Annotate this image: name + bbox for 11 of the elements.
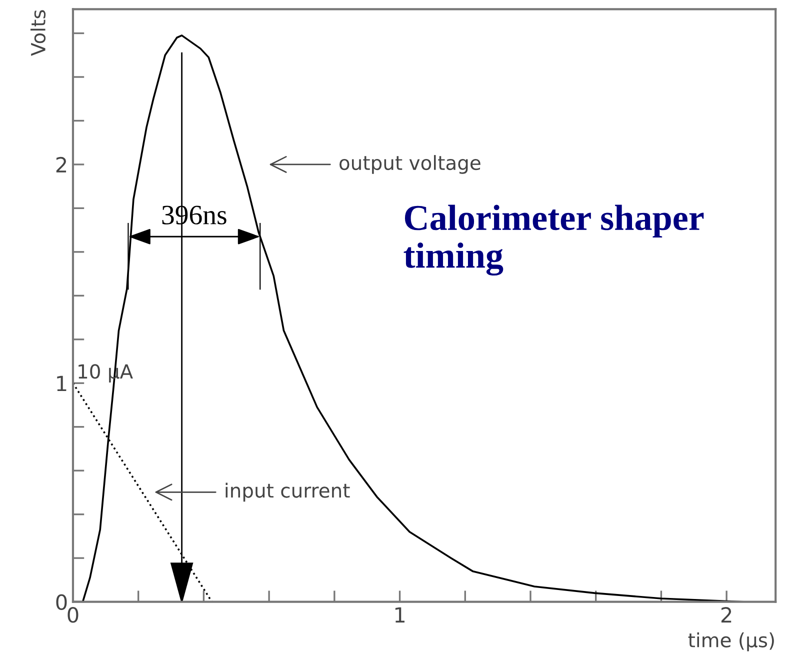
x-tick-label: 1 — [395, 607, 404, 623]
y-tick-label: 0 — [56, 594, 67, 610]
y-tick-label: 1 — [57, 376, 66, 392]
y-axis-title: Volts — [30, 10, 46, 56]
x-tick-label: 2 — [721, 607, 732, 623]
annotation: output voltage — [340, 155, 480, 174]
text: Calorimeter shaper timing — [404, 204, 704, 276]
annotation: input current — [226, 482, 350, 502]
x-tick-label: 0 — [68, 607, 78, 623]
x-axis-title: time (µs) — [688, 632, 774, 652]
y-tick-label: 2 — [56, 156, 66, 172]
